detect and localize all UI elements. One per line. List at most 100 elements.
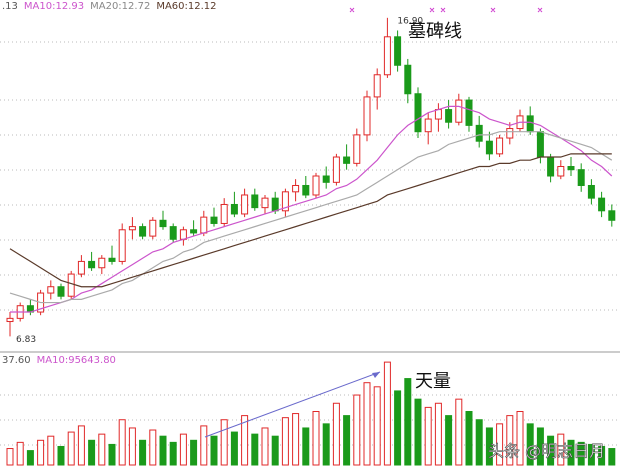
volume-bar [506, 415, 514, 466]
candle-body [394, 36, 402, 66]
ma-line [9, 153, 612, 288]
candle-body [465, 99, 473, 126]
legend-entry: 37.60 [2, 355, 31, 366]
volume-bar [251, 433, 259, 466]
top-markers [349, 7, 543, 13]
candle-body [108, 257, 116, 262]
low-label: 6.83 [16, 335, 36, 345]
volume-bar [6, 448, 14, 466]
volume-bar [98, 433, 106, 466]
candle-body [159, 219, 167, 228]
candle-body [118, 229, 126, 262]
candle-body [567, 166, 575, 171]
candle-body [332, 156, 340, 183]
volume-bar [292, 413, 300, 466]
volume-bar [557, 433, 565, 466]
volume-bar [241, 415, 249, 466]
volume-bar [485, 427, 493, 466]
volume-bar [516, 411, 524, 466]
volume-bar [424, 406, 432, 466]
candle-body [475, 124, 483, 142]
candle-body [169, 226, 177, 240]
trend-arrow [204, 371, 381, 438]
candle-body [414, 93, 422, 133]
candle-body [57, 286, 65, 297]
volume-bar [200, 425, 208, 466]
volume-bar [332, 402, 340, 466]
volume-bar [118, 419, 126, 466]
volume-bar [271, 435, 279, 466]
candle-body [200, 216, 208, 234]
volume-bar [567, 439, 575, 466]
volume-bar [465, 411, 473, 466]
volume-bar [88, 439, 96, 466]
volume-bar [190, 439, 198, 466]
volume-bar [302, 427, 310, 466]
candle-body [261, 197, 269, 209]
candle-body [241, 194, 249, 215]
volume-bar [261, 427, 269, 466]
candle-body [383, 36, 391, 76]
candle-body [179, 229, 187, 240]
volume-bar [281, 417, 289, 466]
volume-bar [57, 445, 65, 466]
candle-body [220, 203, 228, 224]
candle-body [353, 134, 361, 164]
legend-entry: MA20:12.72 [90, 1, 150, 12]
volume-bar [363, 382, 371, 466]
candle-body [577, 169, 585, 186]
candle-body [281, 191, 289, 212]
ma-line [10, 105, 613, 313]
candle-body [312, 175, 320, 196]
candle-body [587, 184, 595, 199]
volume-bar [547, 435, 555, 466]
ma-line [9, 131, 613, 304]
volume-bar [353, 394, 361, 466]
volume-bar [139, 439, 147, 466]
volume-bar [475, 419, 483, 466]
candle-body [322, 175, 330, 183]
volume-bar [373, 386, 381, 466]
candle-body [526, 115, 534, 133]
candle-body [343, 156, 351, 164]
candle-body [547, 156, 555, 177]
candle-body [404, 64, 412, 95]
candle-body [271, 197, 279, 212]
candle-body [373, 74, 381, 98]
volume-bar [77, 425, 85, 466]
price-grid [0, 41, 620, 446]
annotation: 天量 [415, 371, 451, 392]
volume-bar [608, 448, 616, 466]
candle-body [455, 99, 463, 123]
marker [349, 7, 543, 13]
candle-body [536, 131, 544, 158]
candle-body [363, 96, 371, 136]
volume-bar [230, 431, 238, 466]
watermark: 头条 @明志日月 [488, 442, 605, 461]
candle-body [608, 210, 616, 221]
volume-bar [210, 435, 218, 466]
candle-body [6, 317, 14, 323]
volume-bar [322, 423, 330, 466]
legend-entry: MA10:12.93 [24, 1, 84, 12]
volume-bar [67, 431, 75, 466]
volume-bar [394, 390, 402, 466]
candle-body [67, 273, 75, 297]
candle-body [434, 109, 442, 120]
candle-body [190, 229, 198, 234]
candle-body [506, 128, 514, 139]
volume-bar [220, 419, 228, 466]
arrow-head [372, 372, 380, 378]
candle-body [77, 260, 85, 275]
candle-body [496, 137, 504, 155]
volume-bar [169, 441, 177, 466]
volume-bar [455, 398, 463, 466]
candle-body [302, 184, 310, 196]
volume-bar [414, 398, 422, 466]
volume-bar [445, 415, 453, 466]
candle-body [47, 286, 55, 294]
volume-bar [598, 445, 606, 466]
volume-bar [577, 441, 585, 466]
candle-body [139, 226, 147, 237]
